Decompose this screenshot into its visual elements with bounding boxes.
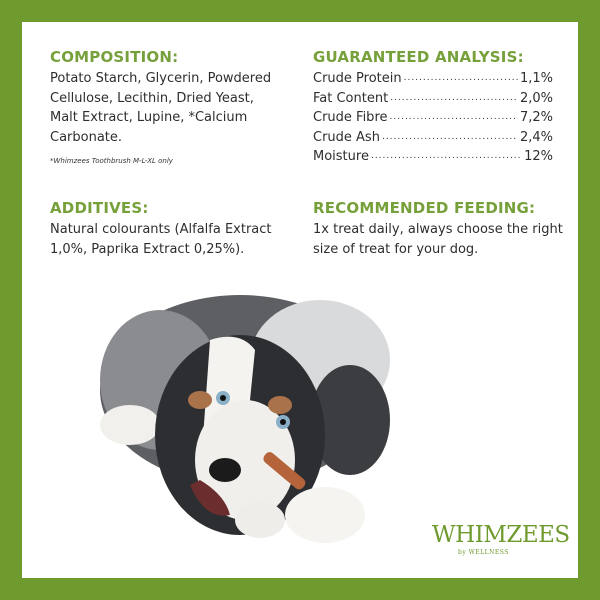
analysis-value: 1,1%	[519, 71, 553, 86]
feeding-section: RECOMMENDED FEEDING: 1x treat daily, alw…	[313, 199, 563, 259]
leader-dots	[390, 108, 518, 128]
composition-section: COMPOSITION: Potato Starch, Glycerin, Po…	[50, 48, 271, 165]
analysis-row: Fat Content 2,0%	[313, 89, 553, 109]
feeding-heading: RECOMMENDED FEEDING:	[313, 199, 536, 217]
leader-dots	[382, 128, 518, 148]
analysis-row: Crude Fibre 7,2%	[313, 108, 553, 128]
leader-dots	[371, 147, 522, 167]
logo-brand: WHIMZEES	[432, 522, 570, 548]
analysis-label: Moisture	[313, 149, 369, 164]
composition-footnote: *Whimzees Toothbrush M-L-XL only	[50, 157, 173, 165]
additives-line: 1,0%, Paprika Extract 0,25%).	[50, 241, 245, 257]
analysis-row: Crude Ash 2,4%	[313, 128, 553, 148]
additives-heading: ADDITIVES:	[50, 199, 149, 217]
dog-photo	[100, 295, 390, 543]
additives-section: ADDITIVES: Natural colourants (Alfalfa E…	[50, 199, 272, 259]
analysis-label: Crude Protein	[313, 71, 402, 86]
logo-sub: by WELLNESS	[458, 549, 509, 556]
analysis-value: 12%	[524, 149, 553, 164]
leader-dots	[404, 69, 518, 89]
composition-line: Cellulose, Lecithin, Dried Yeast,	[50, 90, 254, 106]
analysis-value: 2,0%	[519, 90, 553, 106]
composition-line: Potato Starch, Glycerin, Powdered	[50, 71, 272, 86]
composition-line: Malt Extract, Lupine, *Calcium	[50, 110, 248, 125]
feeding-line: size of treat for your dog.	[313, 241, 479, 257]
leader-dots	[390, 89, 518, 109]
additives-line: Natural colourants (Alfalfa Extract	[50, 222, 272, 237]
analysis-heading: GUARANTEED ANALYSIS:	[313, 48, 524, 66]
analysis-row: Crude Protein 1,1%	[313, 69, 553, 89]
analysis-row: Moisture 12%	[313, 147, 553, 167]
whimzees-logo: WHIMZEES by WELLNESS	[432, 522, 570, 556]
analysis-label: Crude Ash	[313, 129, 380, 145]
analysis-value: 2,4%	[519, 129, 553, 145]
analysis-value: 7,2%	[519, 110, 553, 125]
analysis-label: Fat Content	[313, 90, 389, 106]
analysis-section: GUARANTEED ANALYSIS: Crude Protein 1,1% Fa…	[313, 48, 553, 167]
composition-heading: COMPOSITION:	[50, 48, 179, 66]
feeding-line: 1x treat daily, always choose the right	[313, 222, 563, 237]
composition-text: Potato Starch, Glycerin, Powdered Cellul…	[50, 69, 271, 147]
analysis-label: Crude Fibre	[313, 110, 388, 125]
composition-line: Carbonate.	[50, 129, 123, 145]
